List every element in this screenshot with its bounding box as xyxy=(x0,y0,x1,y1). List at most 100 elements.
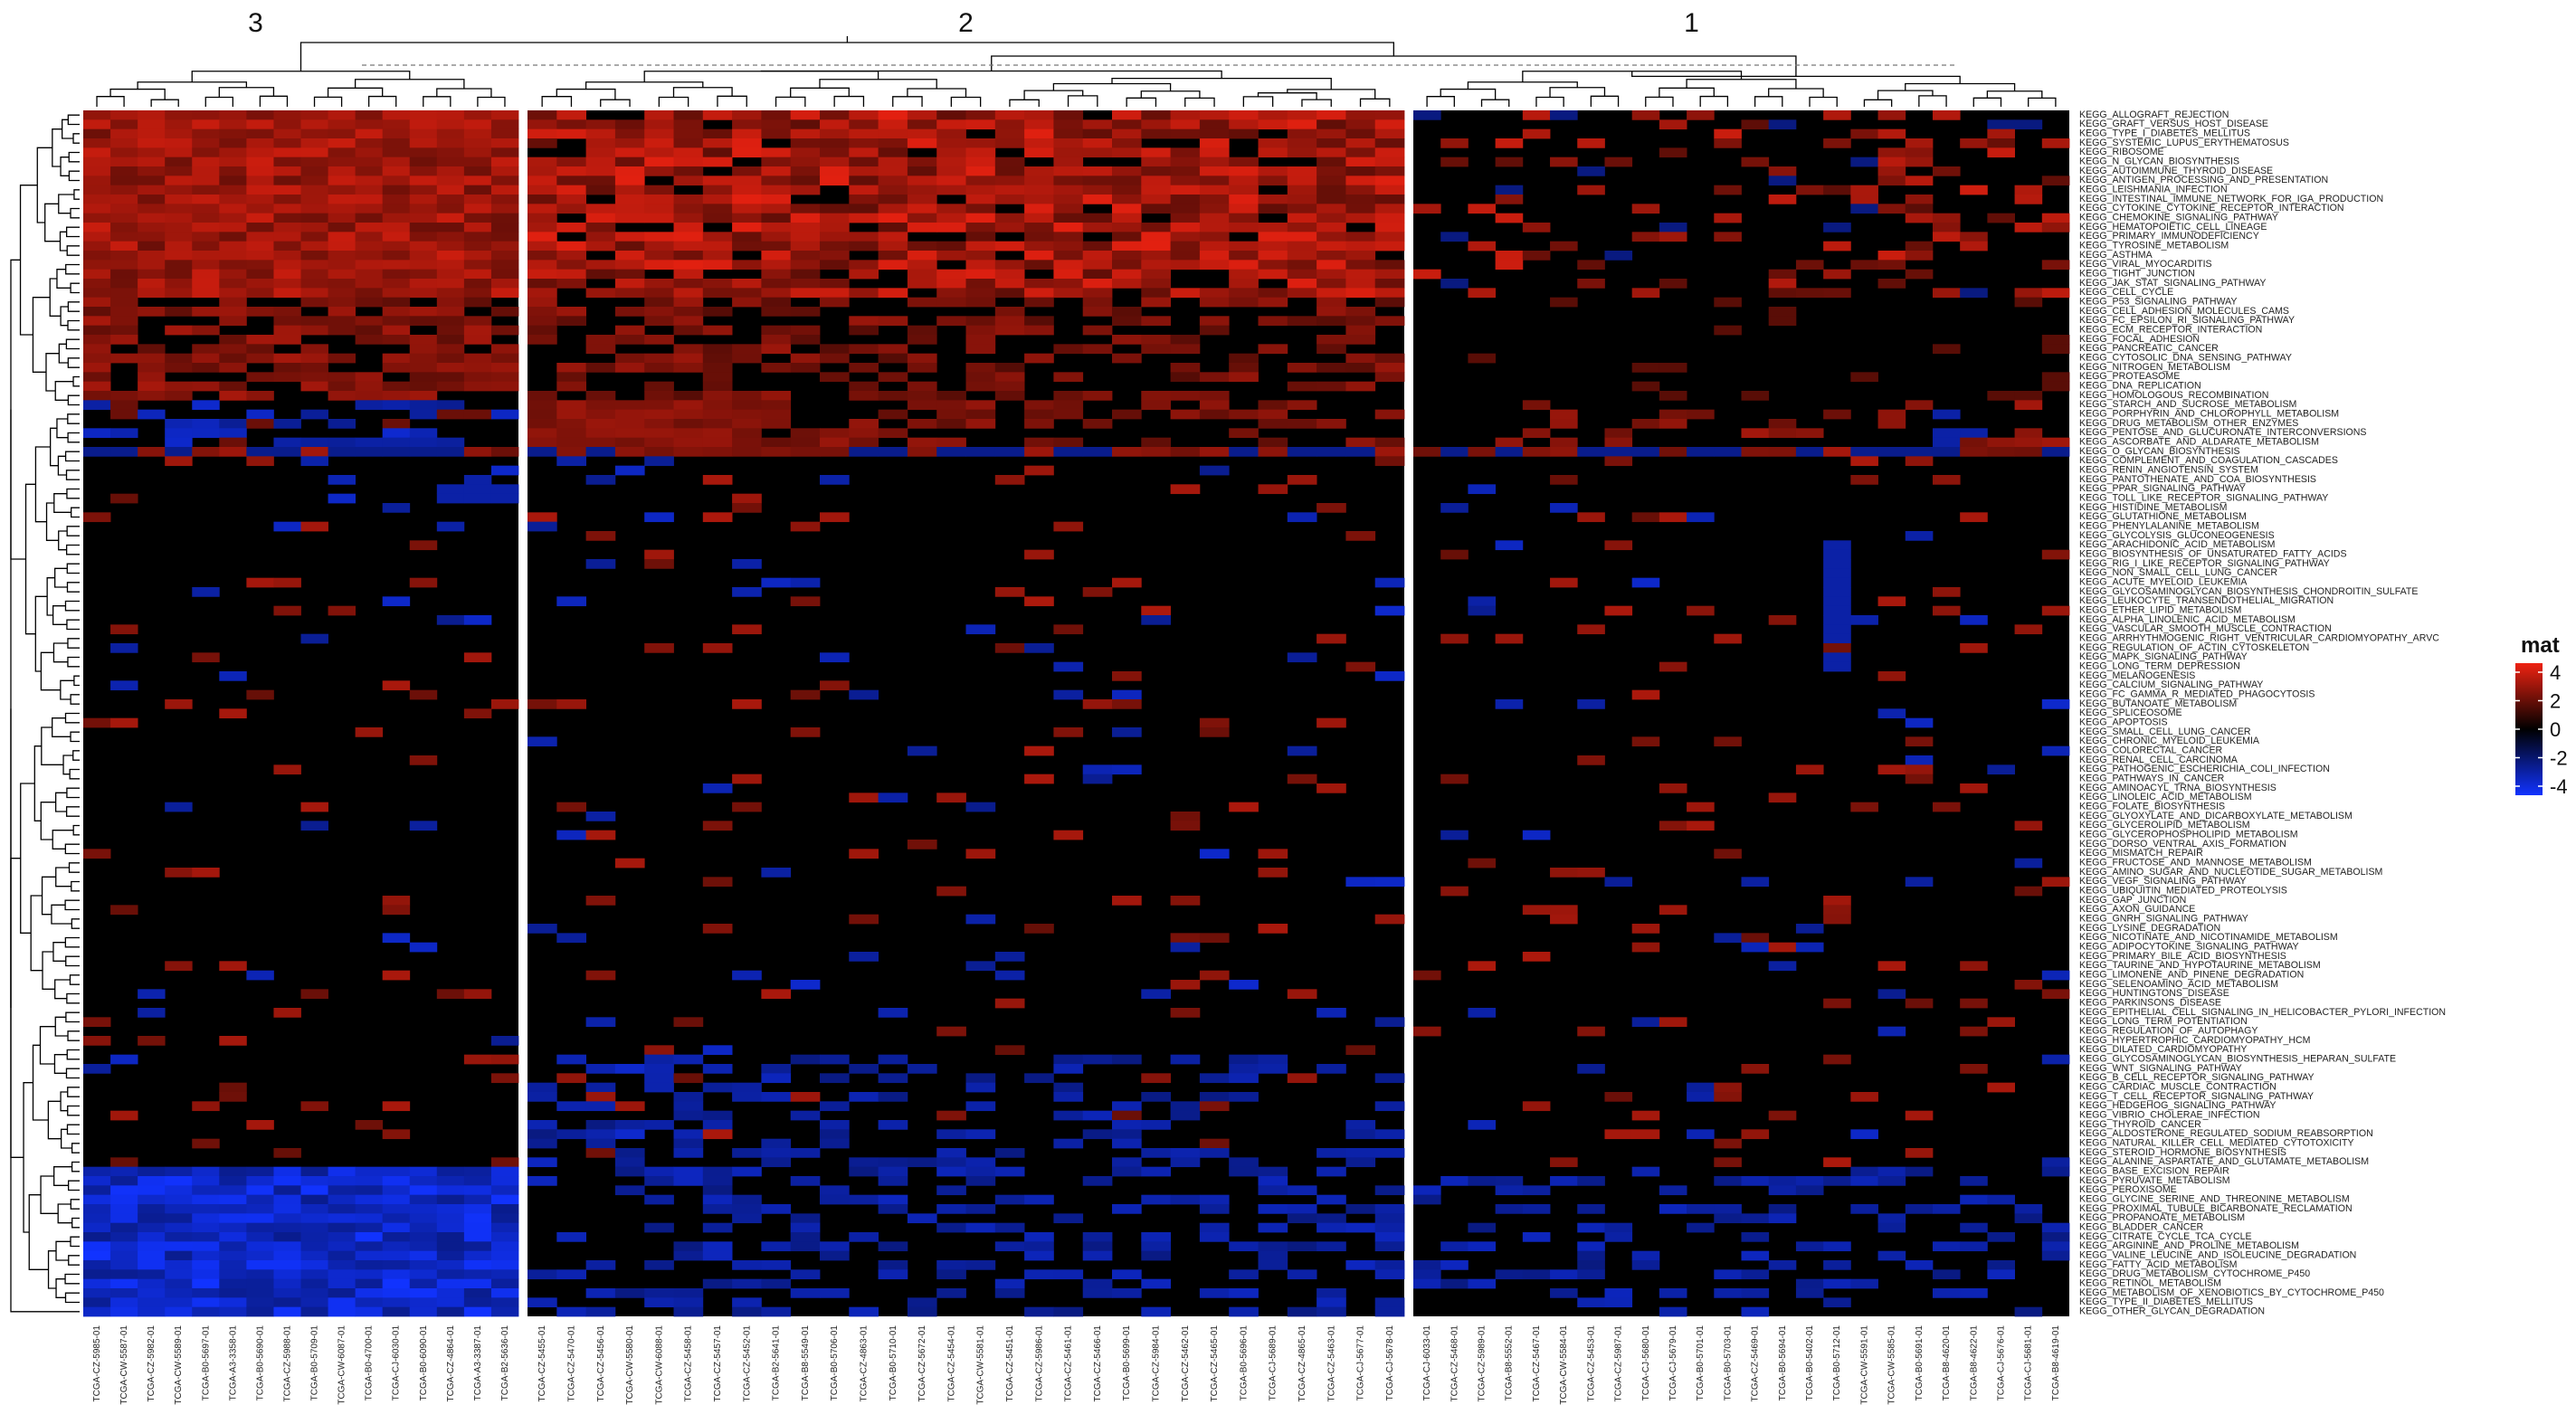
heatmap-cell xyxy=(273,157,301,167)
heatmap-cell xyxy=(673,269,704,280)
heatmap-cell xyxy=(138,166,166,176)
heatmap-cell xyxy=(585,391,616,401)
heatmap-cell xyxy=(673,288,704,299)
column-label: TCGA-B2-5641-01 xyxy=(772,1325,782,1401)
heatmap-cell xyxy=(2014,297,2043,308)
cluster-label-2: 2 xyxy=(958,8,974,38)
heatmap-cell xyxy=(246,166,274,176)
heatmap-cell xyxy=(1170,335,1201,345)
heatmap-cell xyxy=(1199,1194,1230,1205)
heatmap-cell xyxy=(1258,223,1288,233)
row-label: KEGG_PEROXISOME xyxy=(2079,1184,2177,1195)
heatmap-cell xyxy=(1714,138,1742,148)
heatmap-cell xyxy=(849,110,879,120)
heatmap-cell xyxy=(1850,1129,1878,1140)
heatmap-cell xyxy=(1604,1288,1633,1298)
heatmap-cell xyxy=(1795,260,1824,271)
row-label: KEGG_VASCULAR_SMOOTH_MUSCLE_CONTRACTION xyxy=(2079,623,2332,634)
heatmap-cell xyxy=(1741,391,1770,401)
heatmap-cell xyxy=(2014,447,2043,457)
heatmap-cell xyxy=(328,147,356,158)
heatmap-cell xyxy=(219,1241,247,1252)
heatmap-cell xyxy=(1258,138,1288,148)
heatmap-cell xyxy=(820,213,850,223)
heatmap-cell xyxy=(1550,241,1578,252)
heatmap-cell xyxy=(1823,1176,1851,1186)
heatmap-cell xyxy=(994,307,1025,317)
heatmap-cell xyxy=(110,1297,138,1308)
heatmap-cell xyxy=(83,1250,111,1261)
heatmap-cell xyxy=(192,587,220,597)
heatmap-cell xyxy=(1053,269,1084,280)
heatmap-cell xyxy=(644,119,674,130)
heatmap-cell xyxy=(702,241,733,252)
heatmap-cell xyxy=(644,1166,674,1177)
heatmap-cell xyxy=(732,1166,762,1177)
heatmap-cell xyxy=(820,680,850,691)
column-label: TCGA-B0-5712-01 xyxy=(1832,1325,1842,1401)
heatmap-cell xyxy=(761,1306,792,1317)
row-label: KEGG_ARACHIDONIC_ACID_METABOLISM xyxy=(2079,539,2275,550)
heatmap-cell xyxy=(192,1306,220,1317)
heatmap-cell xyxy=(878,232,908,242)
heatmap-cell xyxy=(1345,381,1376,392)
heatmap-cell xyxy=(138,128,166,139)
heatmap-cell xyxy=(110,1269,138,1280)
heatmap-cell xyxy=(1258,849,1288,859)
heatmap-cell xyxy=(83,353,111,364)
heatmap-cell xyxy=(1374,297,1405,308)
heatmap-cell xyxy=(273,316,301,327)
heatmap-cell xyxy=(110,1204,138,1214)
heatmap-cell xyxy=(673,1054,704,1065)
heatmap-cell xyxy=(382,1213,411,1224)
heatmap-cell xyxy=(1258,269,1288,280)
heatmap-cell xyxy=(355,110,384,120)
heatmap-cell xyxy=(585,288,616,299)
heatmap-cell xyxy=(1229,1054,1259,1065)
heatmap-cell xyxy=(1199,204,1230,214)
heatmap-cell xyxy=(273,1204,301,1214)
heatmap-cell xyxy=(556,1306,586,1317)
heatmap-cell xyxy=(702,279,733,289)
heatmap-cell xyxy=(300,344,328,355)
heatmap-cell xyxy=(732,204,762,214)
heatmap-cell xyxy=(409,1278,438,1289)
heatmap-cell xyxy=(1932,110,1961,120)
heatmap-cell xyxy=(1082,1278,1113,1289)
heatmap-cell xyxy=(463,1260,492,1270)
heatmap-cell xyxy=(1768,316,1797,327)
heatmap-cell xyxy=(1495,633,1524,644)
heatmap-cell xyxy=(83,307,111,317)
heatmap-cell xyxy=(83,279,111,289)
heatmap-cell xyxy=(273,128,301,139)
heatmap-cell xyxy=(1577,1222,1605,1233)
heatmap-cell xyxy=(1440,1176,1469,1186)
heatmap-cell xyxy=(849,419,879,429)
heatmap-cell xyxy=(585,812,616,821)
heatmap-cell xyxy=(138,213,166,223)
heatmap-cell xyxy=(83,176,111,186)
heatmap-cell xyxy=(246,1204,274,1214)
column-label: TCGA-B8-4620-01 xyxy=(1942,1325,1952,1401)
heatmap-cell xyxy=(436,381,465,392)
heatmap-cell xyxy=(1495,213,1524,223)
heatmap-cell xyxy=(1112,764,1142,775)
heatmap-cell xyxy=(328,223,356,233)
heatmap-cell xyxy=(585,1306,616,1317)
row-labels: KEGG_ALLOGRAFT_REJECTIONKEGG_GRAFT_VERSU… xyxy=(2079,109,2446,1317)
heatmap-cell xyxy=(382,335,411,345)
heatmap-cell xyxy=(165,1278,193,1289)
heatmap-cell xyxy=(409,1166,438,1177)
heatmap-cell xyxy=(820,353,850,364)
heatmap-cell xyxy=(1053,830,1084,840)
heatmap-cell xyxy=(83,400,111,411)
heatmap-cell xyxy=(820,251,850,261)
heatmap-cell xyxy=(382,307,411,317)
row-label: KEGG_FC_EPSILON_RI_SIGNALING_PATHWAY xyxy=(2079,315,2295,326)
heatmap-cell xyxy=(463,1222,492,1233)
heatmap-cell xyxy=(878,1260,908,1270)
heatmap-cell xyxy=(1317,176,1346,186)
heatmap-cell xyxy=(732,138,762,148)
heatmap-cell xyxy=(965,914,996,925)
heatmap-cell xyxy=(382,381,411,392)
